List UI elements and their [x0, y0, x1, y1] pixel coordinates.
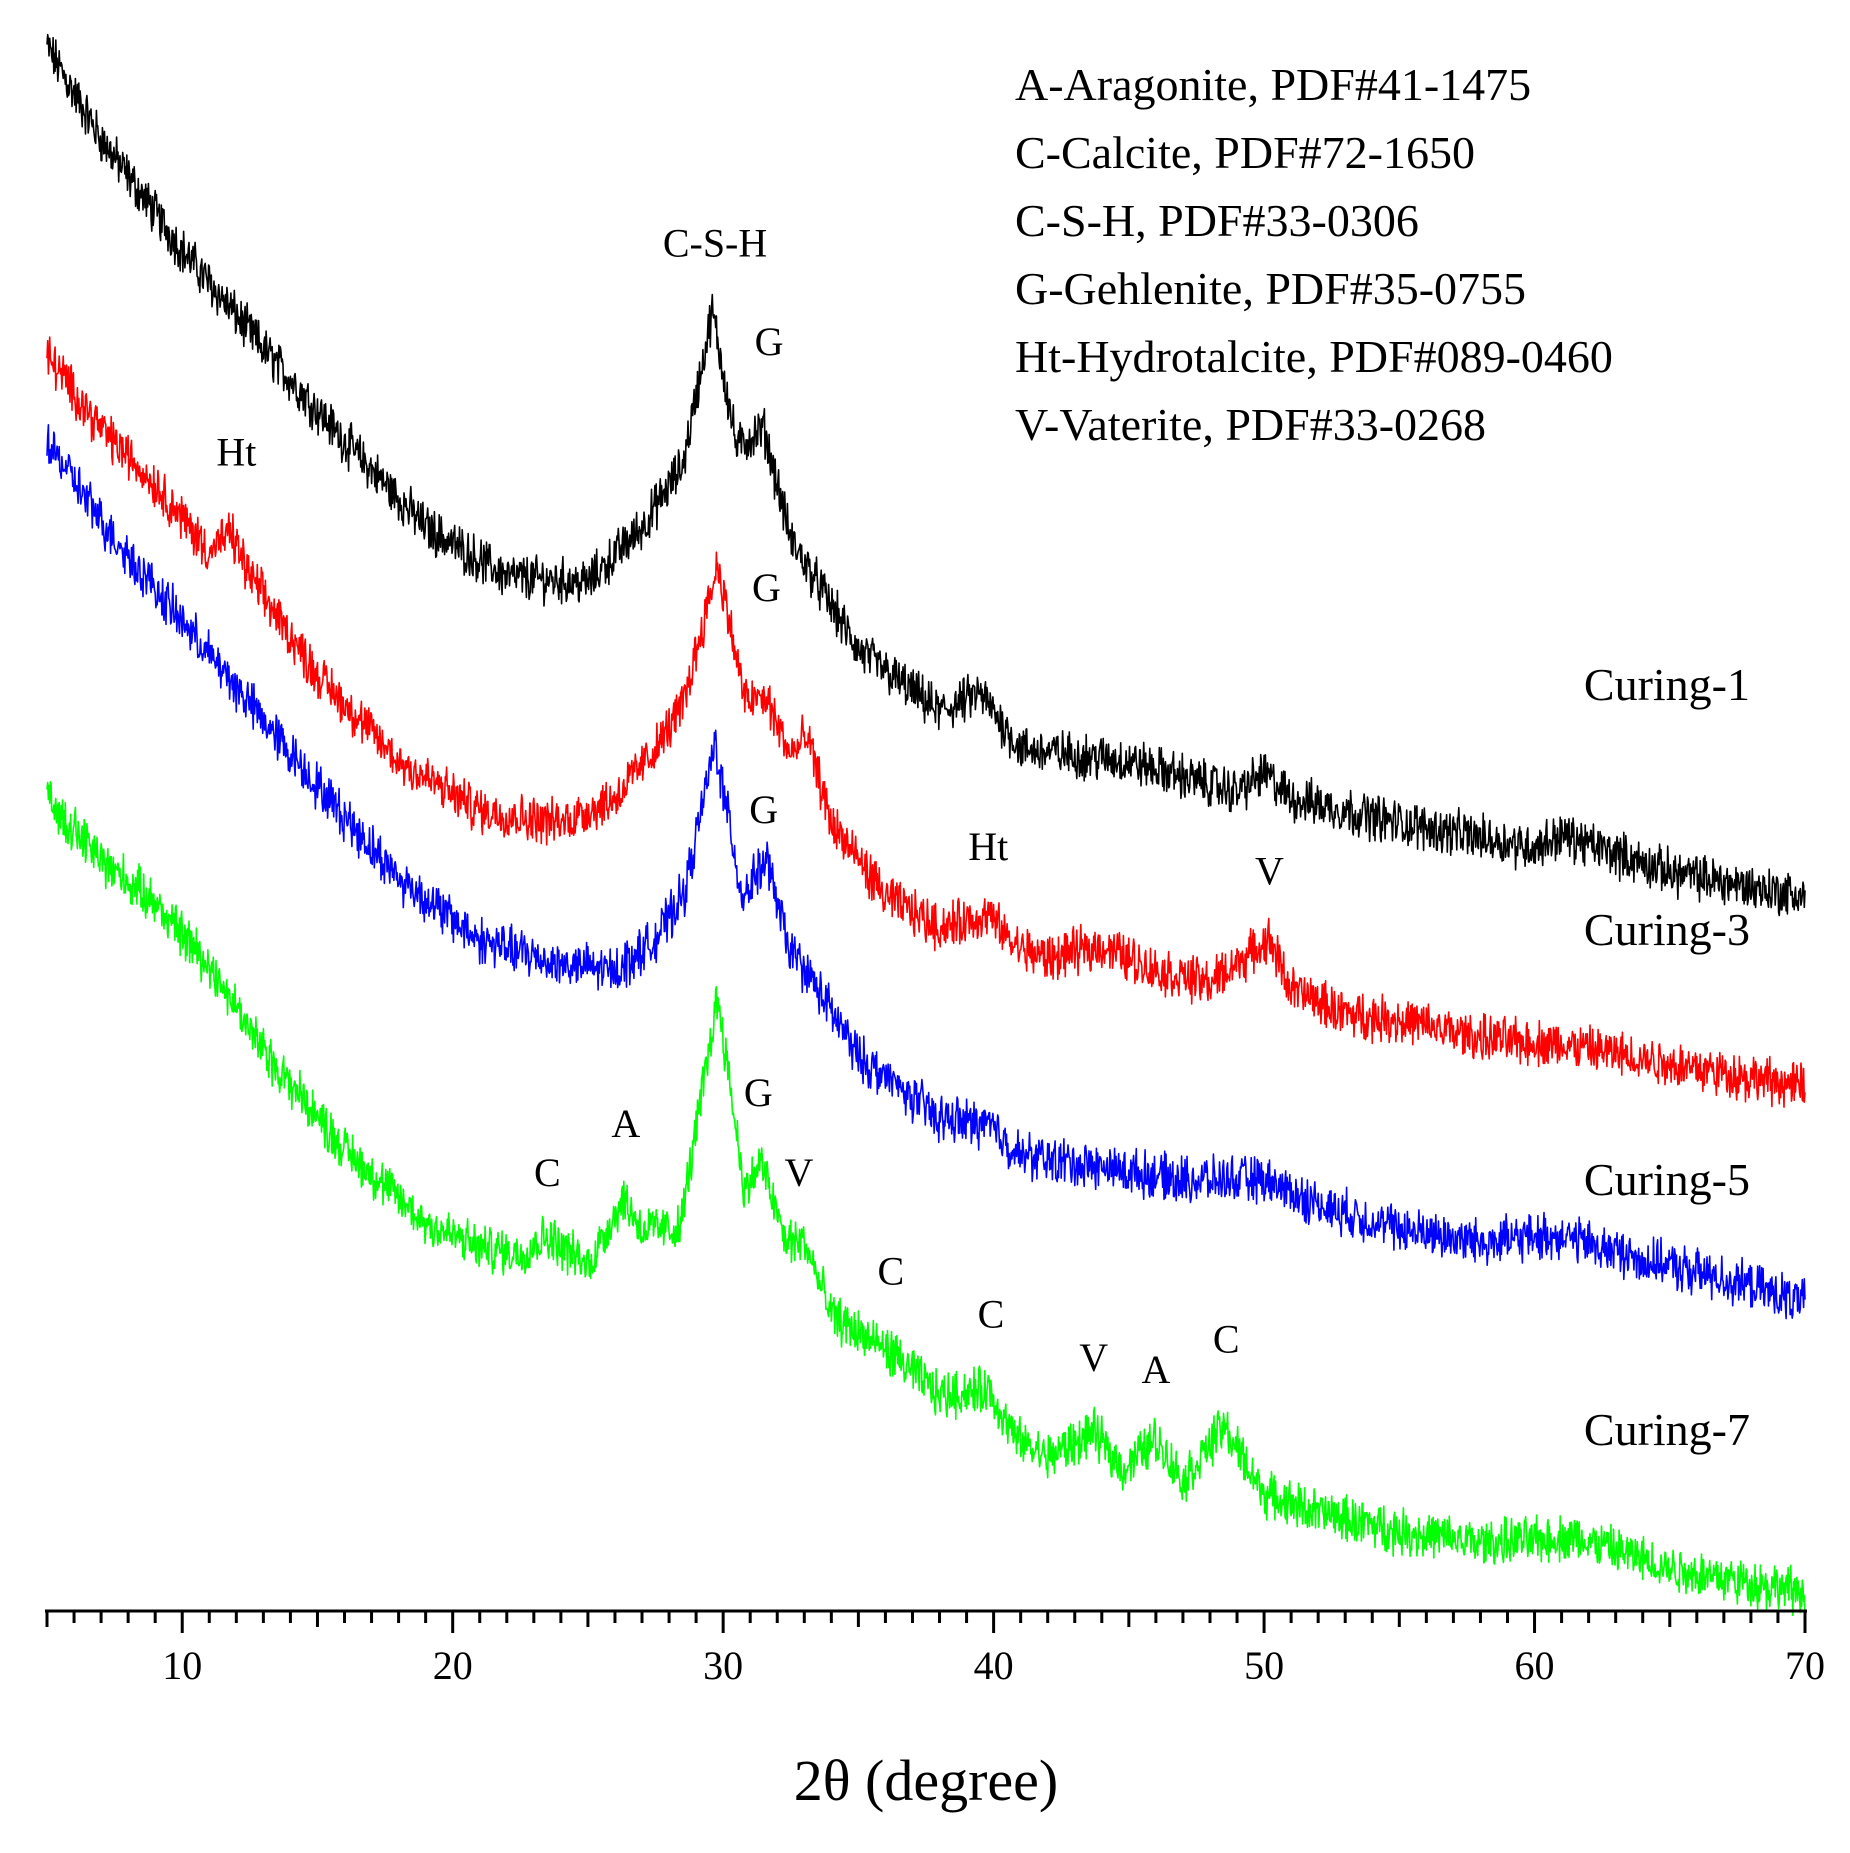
peak-label-c: C	[877, 1249, 904, 1294]
legend-entry: Ht-Hydrotalcite, PDF#089-0460	[1015, 331, 1613, 382]
legend: A-Aragonite, PDF#41-1475 C-Calcite, PDF#7…	[1015, 59, 1613, 450]
peak-label-ht: Ht	[968, 824, 1008, 869]
peak-label-g: G	[755, 319, 784, 364]
peak-label-v: V	[1255, 848, 1284, 893]
peak-label-ht: Ht	[216, 430, 256, 475]
peak-label-g: G	[749, 787, 778, 832]
series-line-curing-5	[46, 424, 1806, 1320]
peak-label-c-s-h: C-S-H	[663, 220, 767, 265]
x-tick-label: 10	[162, 1643, 202, 1688]
x-tick-label: 30	[703, 1643, 743, 1688]
x-tick-label: 50	[1244, 1643, 1284, 1688]
peak-label-c: C	[978, 1292, 1005, 1337]
x-tick-label: 20	[433, 1643, 473, 1688]
peak-label-a: A	[1141, 1347, 1170, 1392]
x-axis: 10 20 30 40 50 60 70	[45, 1609, 1825, 1688]
series-layer	[46, 33, 1806, 1617]
peak-label-c: C	[534, 1150, 561, 1195]
legend-entry: C-S-H, PDF#33-0306	[1015, 195, 1419, 246]
peak-label-v: V	[784, 1150, 813, 1195]
series-label-curing-5: Curing-5	[1584, 1154, 1750, 1205]
x-tick-label: 60	[1515, 1643, 1555, 1688]
legend-entry: A-Aragonite, PDF#41-1475	[1015, 59, 1531, 110]
series-line-curing-3	[46, 336, 1806, 1108]
series-label-curing-7: Curing-7	[1584, 1404, 1750, 1455]
peak-label-v: V	[1079, 1335, 1108, 1380]
legend-entry: V-Vaterite, PDF#33-0268	[1015, 399, 1486, 450]
series-label-curing-3: Curing-3	[1584, 904, 1750, 955]
series-label-curing-1: Curing-1	[1584, 659, 1750, 710]
series-line-curing-7	[46, 781, 1806, 1617]
x-tick-label: 40	[974, 1643, 1014, 1688]
x-axis-title: 2θ (degree)	[794, 1748, 1058, 1813]
legend-entry: C-Calcite, PDF#72-1650	[1015, 127, 1475, 178]
peak-label-c: C	[1213, 1316, 1240, 1361]
legend-entry: G-Gehlenite, PDF#35-0755	[1015, 263, 1526, 314]
x-tick-label: 70	[1785, 1643, 1825, 1688]
peak-label-g: G	[752, 565, 781, 610]
series-labels: Curing-1 Curing-3 Curing-5 Curing-7	[1584, 659, 1750, 1455]
peak-label-a: A	[611, 1101, 640, 1146]
peak-label-g: G	[744, 1070, 773, 1115]
series-line-curing-1	[46, 33, 1806, 917]
